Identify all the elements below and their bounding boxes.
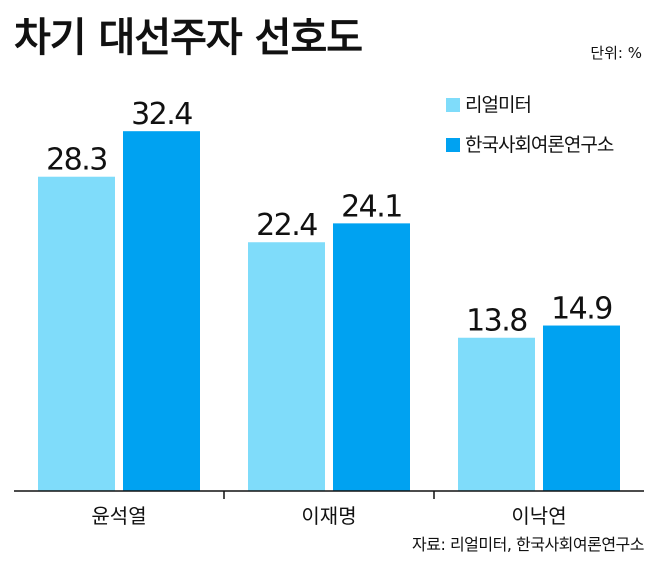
bar-3-series-1 <box>458 337 535 491</box>
bar-1-series-1 <box>38 176 115 491</box>
legend-item-series-1: 리얼미터 <box>446 94 613 116</box>
bar-3-series-2 <box>543 325 620 491</box>
legend-swatch-series-2 <box>446 138 460 152</box>
data-label-1-series-2: 32.4 <box>131 97 192 132</box>
legend-label-series-2: 한국사회여론연구소 <box>465 133 614 156</box>
legend-label-series-1: 리얼미터 <box>465 93 532 116</box>
data-label-1-series-1: 28.3 <box>46 143 107 178</box>
source-note: 자료: 리얼미터, 한국사회여론연구소 <box>412 535 644 554</box>
unit-label: 단위: % <box>590 44 642 62</box>
category-label-3: 이낙연 <box>511 504 566 528</box>
bar-1-series-2 <box>123 131 200 492</box>
legend-item-series-2: 한국사회여론연구소 <box>446 133 614 156</box>
data-label-3-series-2: 14.9 <box>551 292 612 327</box>
bar-2-series-1 <box>248 242 325 491</box>
category-label-2: 이재명 <box>301 504 356 528</box>
legend: 리얼미터 한국사회여론연구소 <box>446 94 614 174</box>
data-label-2-series-1: 22.4 <box>256 208 317 243</box>
bar-2-series-2 <box>333 223 410 491</box>
data-label-2-series-2: 24.1 <box>341 189 402 224</box>
category-label-1: 윤석열 <box>91 504 146 528</box>
data-label-3-series-1: 13.8 <box>466 304 527 339</box>
legend-swatch-series-1 <box>446 98 460 112</box>
chart-title: 차기 대선주자 선호도 <box>14 15 363 61</box>
